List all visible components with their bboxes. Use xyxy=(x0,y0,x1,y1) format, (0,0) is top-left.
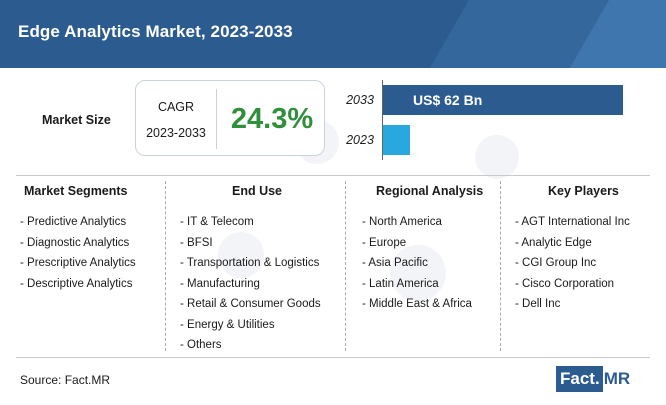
column-divider xyxy=(165,181,166,351)
watermark-icon xyxy=(390,245,446,301)
section-divider-bottom xyxy=(16,357,650,358)
list-item: - Dell Inc xyxy=(515,298,561,310)
column-divider xyxy=(345,181,346,351)
list-item: - IT & Telecom xyxy=(180,216,254,228)
list-item: - Retail & Consumer Goods xyxy=(180,298,321,310)
cagr-divider xyxy=(216,89,217,149)
list-item: - North America xyxy=(362,216,442,228)
column-list: - AGT International Inc - Analytic Edge - … xyxy=(515,212,655,315)
list-item: - Cisco Corporation xyxy=(515,277,615,290)
bar-value-label: US$ 7 Bn xyxy=(413,132,475,148)
header-banner: Edge Analytics Market, 2023-2033 xyxy=(0,0,666,68)
list-item: - Predictive Analytics xyxy=(20,216,127,228)
cagr-value: 24.3% xyxy=(230,103,314,135)
list-item: - BFSI xyxy=(180,236,213,249)
bar-2033 xyxy=(383,85,623,115)
list-item: - Manufacturing xyxy=(180,277,260,290)
bar-chart-axis xyxy=(382,80,383,160)
column-divider xyxy=(500,181,501,351)
list-item: - Others xyxy=(180,339,222,351)
source-note: Source: Fact.MR xyxy=(20,373,111,387)
list-item: - Energy & Utilities xyxy=(180,318,275,331)
cagr-box: CAGR 2023-2033 24.3% xyxy=(135,80,325,156)
logo-part-2: MR xyxy=(603,369,631,388)
column-title: Market Segments xyxy=(24,184,128,198)
list-item: - Prescriptive Analytics xyxy=(20,257,136,269)
section-divider-top xyxy=(16,175,650,176)
bar-value-label: US$ 62 Bn xyxy=(413,92,483,108)
column-title: Key Players xyxy=(548,184,619,198)
list-item: - Transportation & Logistics xyxy=(180,257,320,269)
bar-2023 xyxy=(383,125,411,155)
column-list: - North America - Europe - Asia Pacific - L… xyxy=(362,212,502,315)
bar-year-label: 2033 xyxy=(346,93,374,107)
cagr-label: CAGR xyxy=(157,100,195,114)
list-item: - Analytic Edge xyxy=(515,236,592,249)
column-list: - IT & Telecom - BFSI - Transportation & L… xyxy=(180,212,350,356)
list-item: - Europe xyxy=(362,236,407,249)
column-regional-analysis: Regional Analysis - North America - Europ… xyxy=(362,184,502,315)
column-list: - Predictive Analytics - Diagnostic Analy… xyxy=(20,212,170,294)
page-title: Edge Analytics Market, 2023-2033 xyxy=(18,22,293,41)
market-size-label: Market Size xyxy=(42,113,111,127)
list-item: - Middle East & Africa xyxy=(362,298,472,310)
list-item: - CGI Group Inc xyxy=(515,257,597,269)
market-size-bar-chart: 2033 US$ 62 Bn 2023 US$ 7 Bn xyxy=(340,80,640,160)
watermark-icon xyxy=(475,135,519,179)
factmr-logo: Fact. MR xyxy=(556,366,630,392)
column-market-segments: Market Segments - Predictive Analytics - … xyxy=(20,184,170,294)
list-item: - Asia Pacific xyxy=(362,257,428,269)
list-item: - Latin America xyxy=(362,277,439,290)
list-item: - AGT International Inc xyxy=(515,216,630,228)
cagr-period: 2023-2033 xyxy=(146,126,206,140)
column-title: Regional Analysis xyxy=(376,184,484,198)
list-item: - Descriptive Analytics xyxy=(20,277,133,290)
column-title: End Use xyxy=(232,184,283,198)
logo-part-1: Fact. xyxy=(556,366,603,392)
column-end-use: End Use - IT & Telecom - BFSI - Transporta… xyxy=(180,184,350,356)
column-key-players: Key Players - AGT International Inc - Ana… xyxy=(515,184,655,315)
watermark-icon xyxy=(218,232,264,278)
list-item: - Diagnostic Analytics xyxy=(20,236,130,249)
bar-year-label: 2023 xyxy=(346,133,374,147)
